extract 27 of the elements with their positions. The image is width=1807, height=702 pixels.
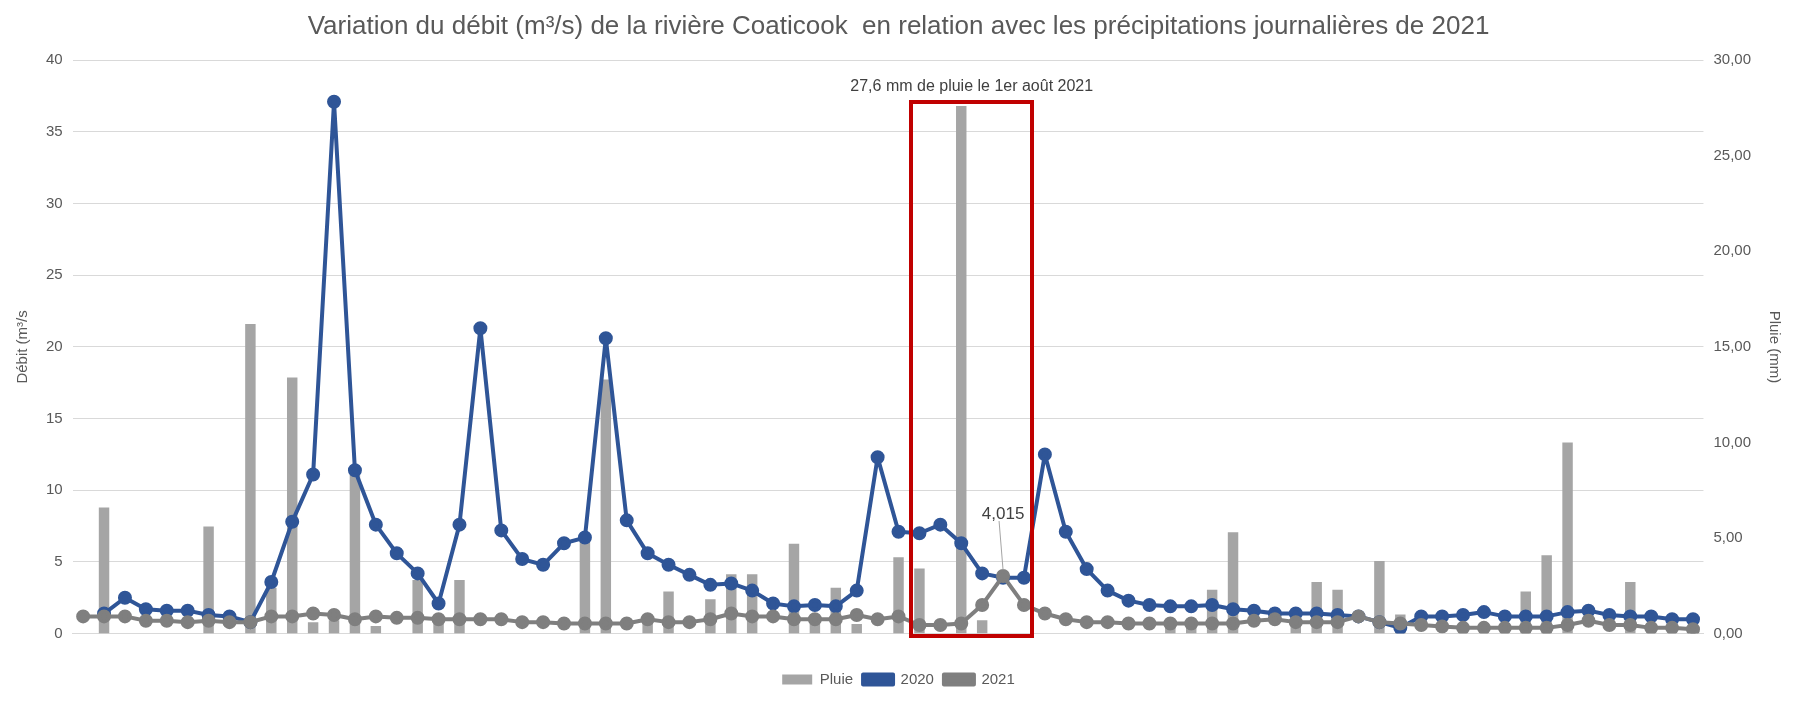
legend-label: 2020 bbox=[900, 669, 934, 687]
y2-tick-label: 15,00 bbox=[1713, 337, 1752, 355]
y-tick-label: 30 bbox=[46, 193, 63, 211]
bar bbox=[245, 323, 256, 634]
y2-tick-label: 5,00 bbox=[1713, 528, 1743, 546]
y2-tick-label: 0,00 bbox=[1713, 623, 1743, 641]
y-tick-label: 5 bbox=[54, 552, 63, 570]
y-tick-label: 35 bbox=[46, 122, 63, 140]
legend-label: Pluie bbox=[819, 669, 854, 687]
y-tick-label: 40 bbox=[46, 50, 63, 68]
annotation: 27,6 mm de pluie le 1er août 2021 bbox=[850, 76, 1094, 94]
bar bbox=[956, 106, 967, 634]
legend-label: 2021 bbox=[981, 669, 1015, 687]
y-tick-label: 25 bbox=[46, 265, 63, 283]
y2-tick-label: 10,00 bbox=[1713, 432, 1752, 450]
y-tick-label: 10 bbox=[46, 480, 63, 498]
y-tick-label: 15 bbox=[46, 408, 63, 426]
y2-tick-label: 30,00 bbox=[1713, 50, 1752, 68]
y2-axis-title: Pluie (mm) bbox=[1766, 310, 1784, 384]
y2-tick-label: 20,00 bbox=[1713, 241, 1752, 259]
y-axis-title: Débit (m³/s bbox=[13, 310, 31, 384]
annotation: 4,015 bbox=[981, 503, 1025, 523]
chart-title: Variation du débit (m³/s) de la rivière Coaticook en relation avec les précipitations journalières de 2021 bbox=[307, 9, 1490, 40]
y-tick-label: 20 bbox=[46, 337, 63, 355]
y-tick-label: 0 bbox=[54, 623, 63, 641]
y2-tick-label: 25,00 bbox=[1713, 145, 1752, 163]
bar bbox=[976, 620, 988, 634]
